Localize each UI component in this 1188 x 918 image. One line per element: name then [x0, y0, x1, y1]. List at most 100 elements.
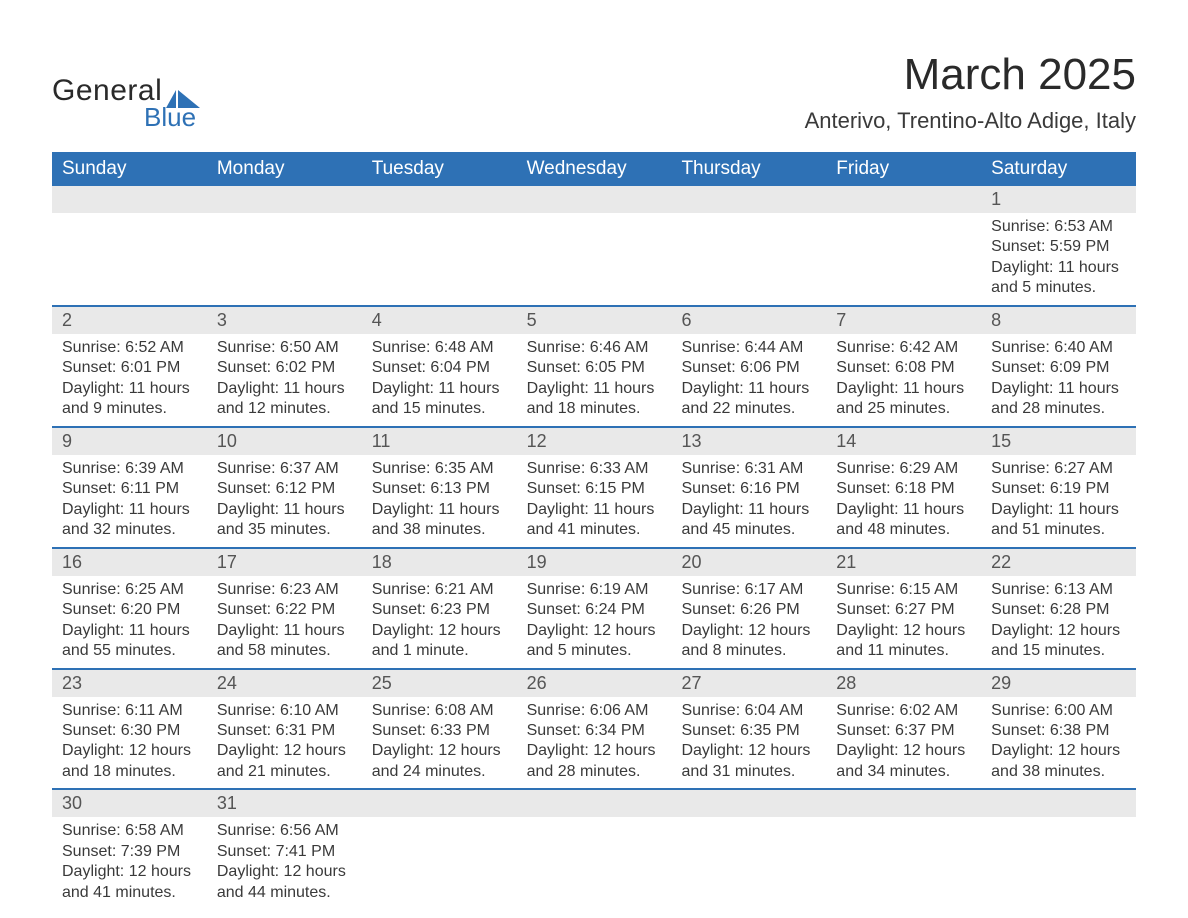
sunset-text: Sunset: 6:20 PM — [62, 600, 197, 620]
daylight-text: Daylight: 11 hours and 28 minutes. — [991, 379, 1126, 420]
day-number: 2 — [52, 307, 207, 334]
day-info: Sunrise: 6:52 AMSunset: 6:01 PMDaylight:… — [52, 334, 207, 426]
day-header: Sunday — [52, 152, 207, 186]
day-info: Sunrise: 6:33 AMSunset: 6:15 PMDaylight:… — [517, 455, 672, 547]
calendar-cell — [517, 186, 672, 305]
calendar-cell — [52, 186, 207, 305]
day-info: Sunrise: 6:23 AMSunset: 6:22 PMDaylight:… — [207, 576, 362, 668]
daylight-text: Daylight: 12 hours and 31 minutes. — [681, 741, 816, 782]
calendar-cell: 8Sunrise: 6:40 AMSunset: 6:09 PMDaylight… — [981, 307, 1136, 426]
sunset-text: Sunset: 6:22 PM — [217, 600, 352, 620]
sunset-text: Sunset: 6:12 PM — [217, 479, 352, 499]
sunrise-text: Sunrise: 6:11 AM — [62, 701, 197, 721]
sunrise-text: Sunrise: 6:52 AM — [62, 338, 197, 358]
calendar-cell — [826, 186, 981, 305]
sunrise-text: Sunrise: 6:04 AM — [681, 701, 816, 721]
sunrise-text: Sunrise: 6:31 AM — [681, 459, 816, 479]
calendar-cell: 20Sunrise: 6:17 AMSunset: 6:26 PMDayligh… — [671, 549, 826, 668]
day-info: Sunrise: 6:31 AMSunset: 6:16 PMDaylight:… — [671, 455, 826, 547]
calendar-cell: 16Sunrise: 6:25 AMSunset: 6:20 PMDayligh… — [52, 549, 207, 668]
day-header: Tuesday — [362, 152, 517, 186]
day-number: 20 — [671, 549, 826, 576]
calendar-cell: 28Sunrise: 6:02 AMSunset: 6:37 PMDayligh… — [826, 670, 981, 789]
sunrise-text: Sunrise: 6:08 AM — [372, 701, 507, 721]
calendar-cell: 30Sunrise: 6:58 AMSunset: 7:39 PMDayligh… — [52, 790, 207, 909]
day-number: 10 — [207, 428, 362, 455]
calendar-cell: 5Sunrise: 6:46 AMSunset: 6:05 PMDaylight… — [517, 307, 672, 426]
day-number — [826, 186, 981, 213]
daylight-text: Daylight: 11 hours and 25 minutes. — [836, 379, 971, 420]
calendar-cell: 29Sunrise: 6:00 AMSunset: 6:38 PMDayligh… — [981, 670, 1136, 789]
sunset-text: Sunset: 6:11 PM — [62, 479, 197, 499]
calendar-cell: 4Sunrise: 6:48 AMSunset: 6:04 PMDaylight… — [362, 307, 517, 426]
sunset-text: Sunset: 6:09 PM — [991, 358, 1126, 378]
day-info: Sunrise: 6:46 AMSunset: 6:05 PMDaylight:… — [517, 334, 672, 426]
sunset-text: Sunset: 6:30 PM — [62, 721, 197, 741]
calendar: SundayMondayTuesdayWednesdayThursdayFrid… — [52, 152, 1136, 909]
sunrise-text: Sunrise: 6:25 AM — [62, 580, 197, 600]
daylight-text: Daylight: 11 hours and 35 minutes. — [217, 500, 352, 541]
calendar-cell: 10Sunrise: 6:37 AMSunset: 6:12 PMDayligh… — [207, 428, 362, 547]
sunset-text: Sunset: 6:01 PM — [62, 358, 197, 378]
header: General Blue March 2025 Anterivo, Trenti… — [52, 50, 1136, 134]
sunrise-text: Sunrise: 6:02 AM — [836, 701, 971, 721]
day-info: Sunrise: 6:00 AMSunset: 6:38 PMDaylight:… — [981, 697, 1136, 789]
sunset-text: Sunset: 6:15 PM — [527, 479, 662, 499]
weeks-container: 1Sunrise: 6:53 AMSunset: 5:59 PMDaylight… — [52, 186, 1136, 909]
day-number: 14 — [826, 428, 981, 455]
day-info: Sunrise: 6:06 AMSunset: 6:34 PMDaylight:… — [517, 697, 672, 789]
daylight-text: Daylight: 11 hours and 18 minutes. — [527, 379, 662, 420]
day-info: Sunrise: 6:44 AMSunset: 6:06 PMDaylight:… — [671, 334, 826, 426]
daylight-text: Daylight: 12 hours and 11 minutes. — [836, 621, 971, 662]
day-number: 27 — [671, 670, 826, 697]
day-info: Sunrise: 6:21 AMSunset: 6:23 PMDaylight:… — [362, 576, 517, 668]
sunset-text: Sunset: 6:31 PM — [217, 721, 352, 741]
sunset-text: Sunset: 7:41 PM — [217, 842, 352, 862]
day-number — [52, 186, 207, 213]
calendar-cell: 11Sunrise: 6:35 AMSunset: 6:13 PMDayligh… — [362, 428, 517, 547]
sunrise-text: Sunrise: 6:50 AM — [217, 338, 352, 358]
day-info: Sunrise: 6:40 AMSunset: 6:09 PMDaylight:… — [981, 334, 1136, 426]
sunrise-text: Sunrise: 6:58 AM — [62, 821, 197, 841]
daylight-text: Daylight: 12 hours and 21 minutes. — [217, 741, 352, 782]
day-info: Sunrise: 6:56 AMSunset: 7:41 PMDaylight:… — [207, 817, 362, 909]
daylight-text: Daylight: 12 hours and 1 minute. — [372, 621, 507, 662]
day-number: 26 — [517, 670, 672, 697]
calendar-cell — [207, 186, 362, 305]
sunrise-text: Sunrise: 6:48 AM — [372, 338, 507, 358]
sunset-text: Sunset: 6:27 PM — [836, 600, 971, 620]
day-number: 7 — [826, 307, 981, 334]
day-header-row: SundayMondayTuesdayWednesdayThursdayFrid… — [52, 152, 1136, 186]
sunset-text: Sunset: 6:08 PM — [836, 358, 971, 378]
daylight-text: Daylight: 11 hours and 58 minutes. — [217, 621, 352, 662]
sunrise-text: Sunrise: 6:13 AM — [991, 580, 1126, 600]
day-number: 8 — [981, 307, 1136, 334]
calendar-cell — [362, 790, 517, 909]
sunrise-text: Sunrise: 6:21 AM — [372, 580, 507, 600]
sunset-text: Sunset: 6:05 PM — [527, 358, 662, 378]
calendar-cell: 26Sunrise: 6:06 AMSunset: 6:34 PMDayligh… — [517, 670, 672, 789]
calendar-cell: 27Sunrise: 6:04 AMSunset: 6:35 PMDayligh… — [671, 670, 826, 789]
sunrise-text: Sunrise: 6:23 AM — [217, 580, 352, 600]
sunrise-text: Sunrise: 6:35 AM — [372, 459, 507, 479]
daylight-text: Daylight: 11 hours and 15 minutes. — [372, 379, 507, 420]
day-number — [207, 186, 362, 213]
sunrise-text: Sunrise: 6:00 AM — [991, 701, 1126, 721]
day-number: 28 — [826, 670, 981, 697]
week-row: 23Sunrise: 6:11 AMSunset: 6:30 PMDayligh… — [52, 670, 1136, 791]
day-number: 22 — [981, 549, 1136, 576]
sunrise-text: Sunrise: 6:39 AM — [62, 459, 197, 479]
sunrise-text: Sunrise: 6:29 AM — [836, 459, 971, 479]
day-number: 1 — [981, 186, 1136, 213]
calendar-cell: 9Sunrise: 6:39 AMSunset: 6:11 PMDaylight… — [52, 428, 207, 547]
sunset-text: Sunset: 6:19 PM — [991, 479, 1126, 499]
sunrise-text: Sunrise: 6:42 AM — [836, 338, 971, 358]
daylight-text: Daylight: 11 hours and 51 minutes. — [991, 500, 1126, 541]
day-number — [671, 186, 826, 213]
day-header: Wednesday — [517, 152, 672, 186]
day-info: Sunrise: 6:10 AMSunset: 6:31 PMDaylight:… — [207, 697, 362, 789]
calendar-cell: 21Sunrise: 6:15 AMSunset: 6:27 PMDayligh… — [826, 549, 981, 668]
day-number: 17 — [207, 549, 362, 576]
day-number: 25 — [362, 670, 517, 697]
calendar-cell: 3Sunrise: 6:50 AMSunset: 6:02 PMDaylight… — [207, 307, 362, 426]
